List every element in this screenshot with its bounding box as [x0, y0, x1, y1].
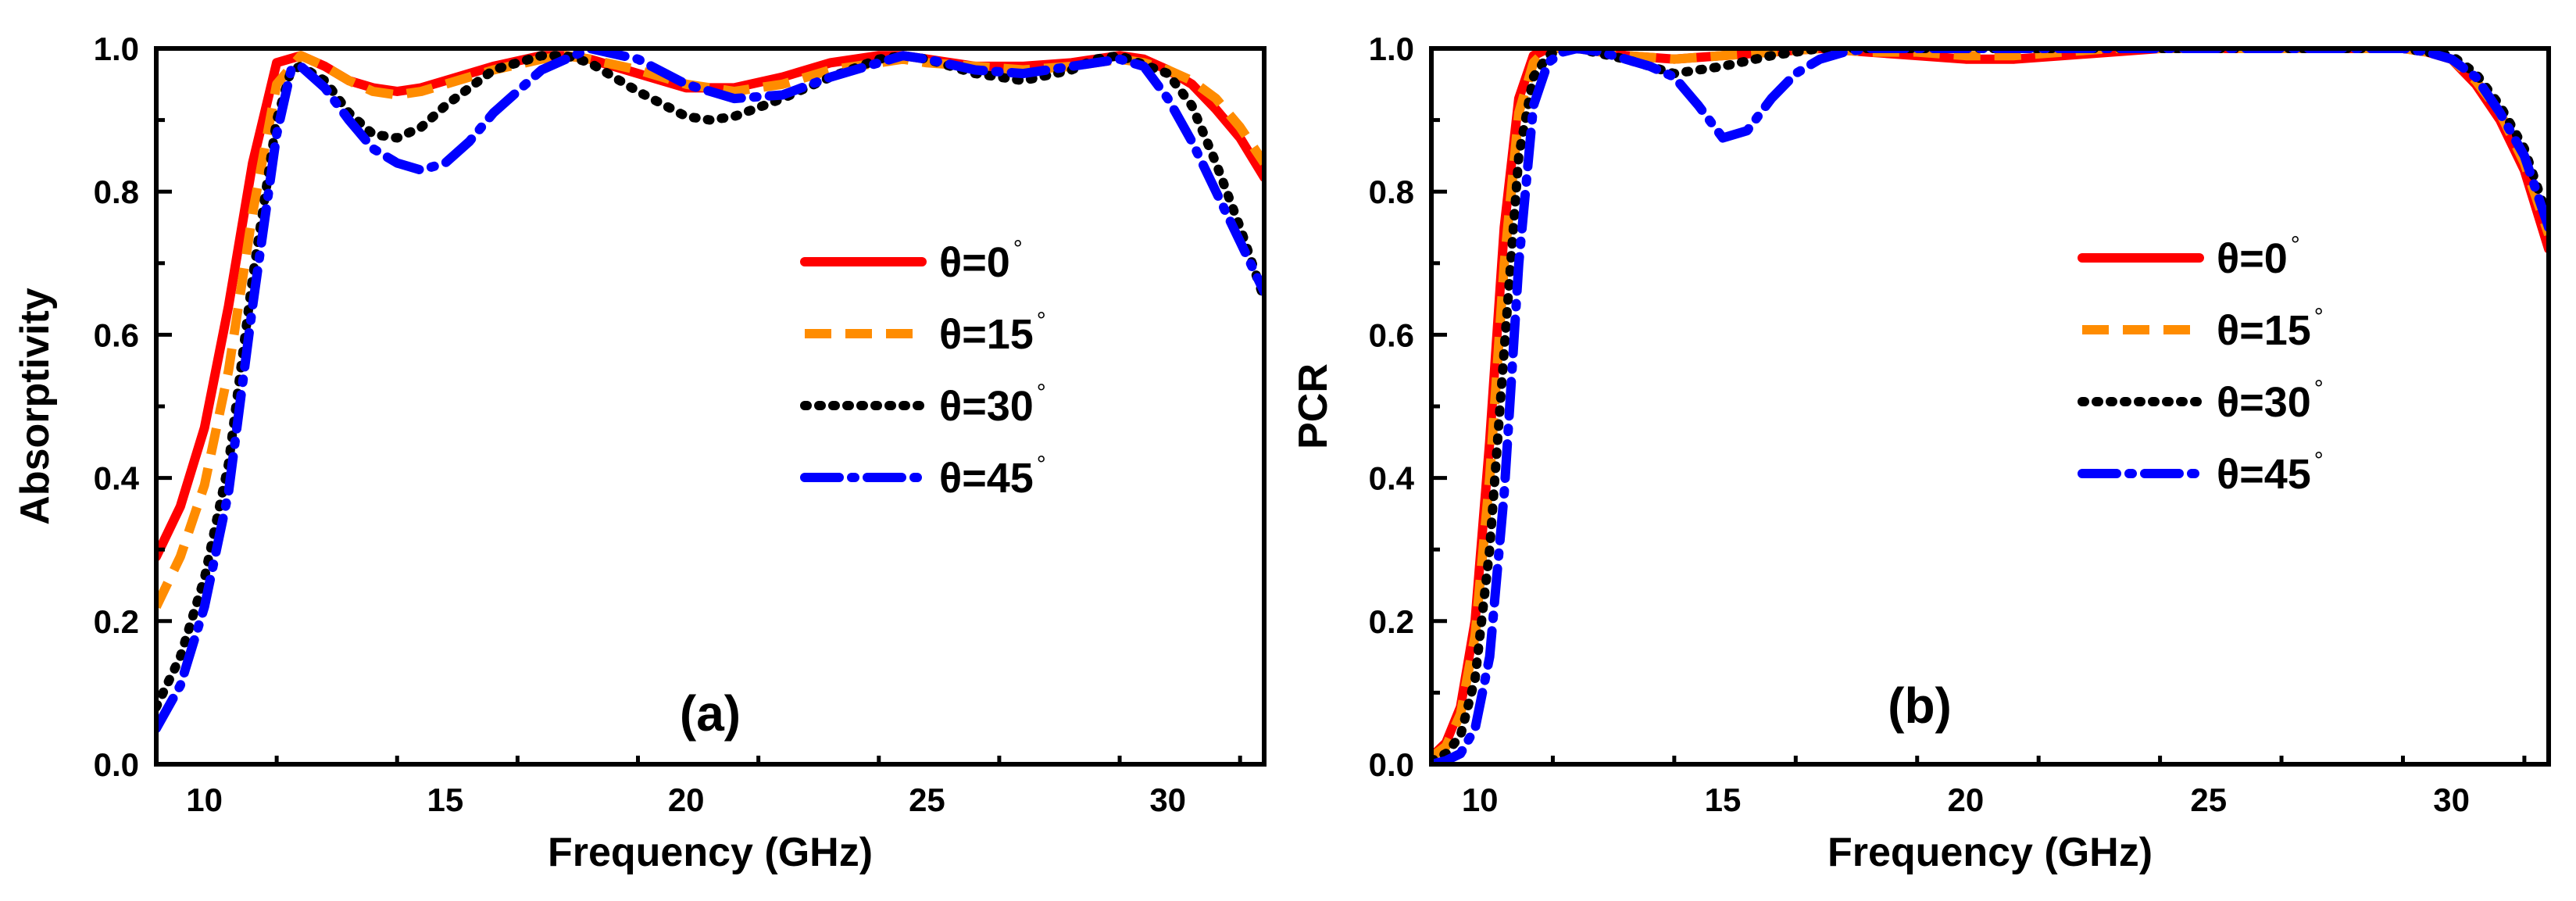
legend-label-text: θ=15 [2217, 307, 2311, 354]
legend-label-degree: ° [1037, 308, 1046, 334]
legend-label: θ=45 ° [2217, 448, 2324, 498]
x-tick-label: 10 [1462, 781, 1499, 818]
panel-label: (b) [1888, 678, 1952, 734]
legend-label-degree: ° [2314, 448, 2324, 474]
series-line-theta-30 [1431, 48, 2549, 764]
series-line-theta-15 [156, 51, 1264, 610]
x-tick-label: 30 [1149, 781, 1186, 818]
legend-label-text: θ=45 [939, 455, 1034, 502]
series-line-theta-15 [1431, 48, 2549, 761]
legend-label-degree: ° [1013, 236, 1023, 262]
y-tick-label: 0.0 [1369, 746, 1414, 783]
legend-label: θ=15 ° [2217, 304, 2324, 354]
x-axis-label: Frequency (GHz) [548, 830, 873, 875]
legend-label: θ=0 ° [939, 236, 1023, 286]
legend-label: θ=45 ° [939, 452, 1046, 502]
legend-label-degree: ° [1037, 380, 1046, 406]
panel-label: (a) [680, 685, 741, 742]
series-group [156, 48, 1264, 734]
y-tick-label: 0.4 [94, 460, 140, 497]
legend: θ=0 °θ=15 °θ=30 °θ=45 ° [2078, 232, 2324, 498]
legend: θ=0 °θ=15 °θ=30 °θ=45 ° [800, 236, 1046, 502]
y-axis-label: Absorptivity [13, 288, 58, 524]
legend-label: θ=15 ° [939, 308, 1046, 358]
legend-label: θ=30 ° [2217, 376, 2324, 426]
y-tick-label: 0.6 [1369, 316, 1414, 353]
legend-label-degree: ° [2314, 304, 2324, 330]
x-tick-label: 15 [1705, 781, 1742, 818]
y-tick-label: 1.0 [1369, 30, 1414, 67]
x-tick-label: 20 [1948, 781, 1985, 818]
legend-label-degree: ° [2314, 376, 2324, 402]
y-tick-label: 0.2 [1369, 603, 1414, 640]
x-tick-label: 25 [909, 781, 945, 818]
legend-label-text: θ=15 [939, 311, 1034, 358]
legend-label-text: θ=30 [939, 383, 1034, 430]
chart-panel-a: 10 15 20 25 30 0.0 0.2 0.4 0.6 0.8 1.0 Frequency (G… [13, 30, 1267, 875]
y-tick-label: 0.4 [1369, 460, 1415, 497]
x-tick-label: 10 [186, 781, 223, 818]
x-tick-label: 15 [427, 781, 464, 818]
x-axis-label: Frequency (GHz) [1827, 830, 2153, 875]
y-tick-label: 0.0 [94, 746, 139, 783]
series-line-theta-45 [156, 48, 1264, 734]
x-tick-label: 25 [2190, 781, 2227, 818]
x-tick-label: 20 [668, 781, 705, 818]
legend-label-text: θ=0 [2217, 235, 2288, 282]
series-line-theta-0 [156, 51, 1264, 562]
legend-label-text: θ=45 [2217, 451, 2311, 498]
y-tick-label: 0.6 [94, 316, 139, 353]
series-line-theta-30 [156, 51, 1264, 712]
plot-frame [1429, 46, 2551, 767]
series-line-theta-45 [1431, 48, 2549, 764]
y-axis-label: PCR [1291, 363, 1336, 449]
chart-panel-b: 10 15 20 25 30 0.0 0.2 0.4 0.6 0.8 1.0 Frequency (G… [1291, 30, 2551, 875]
x-tick-label: 30 [2433, 781, 2470, 818]
y-tick-label: 0.2 [94, 603, 139, 640]
legend-label-degree: ° [2291, 232, 2300, 258]
plot-frame [154, 46, 1267, 767]
series-group [1431, 48, 2549, 764]
legend-label-degree: ° [1037, 452, 1046, 477]
legend-label-text: θ=30 [2217, 379, 2311, 426]
legend-label: θ=30 ° [939, 380, 1046, 430]
y-tick-label: 0.8 [1369, 173, 1414, 210]
series-line-theta-0 [1431, 48, 2549, 762]
y-tick-label: 0.8 [94, 173, 139, 210]
y-tick-label: 1.0 [94, 30, 139, 67]
legend-label-text: θ=0 [939, 239, 1010, 286]
legend-label: θ=0 ° [2217, 232, 2300, 282]
